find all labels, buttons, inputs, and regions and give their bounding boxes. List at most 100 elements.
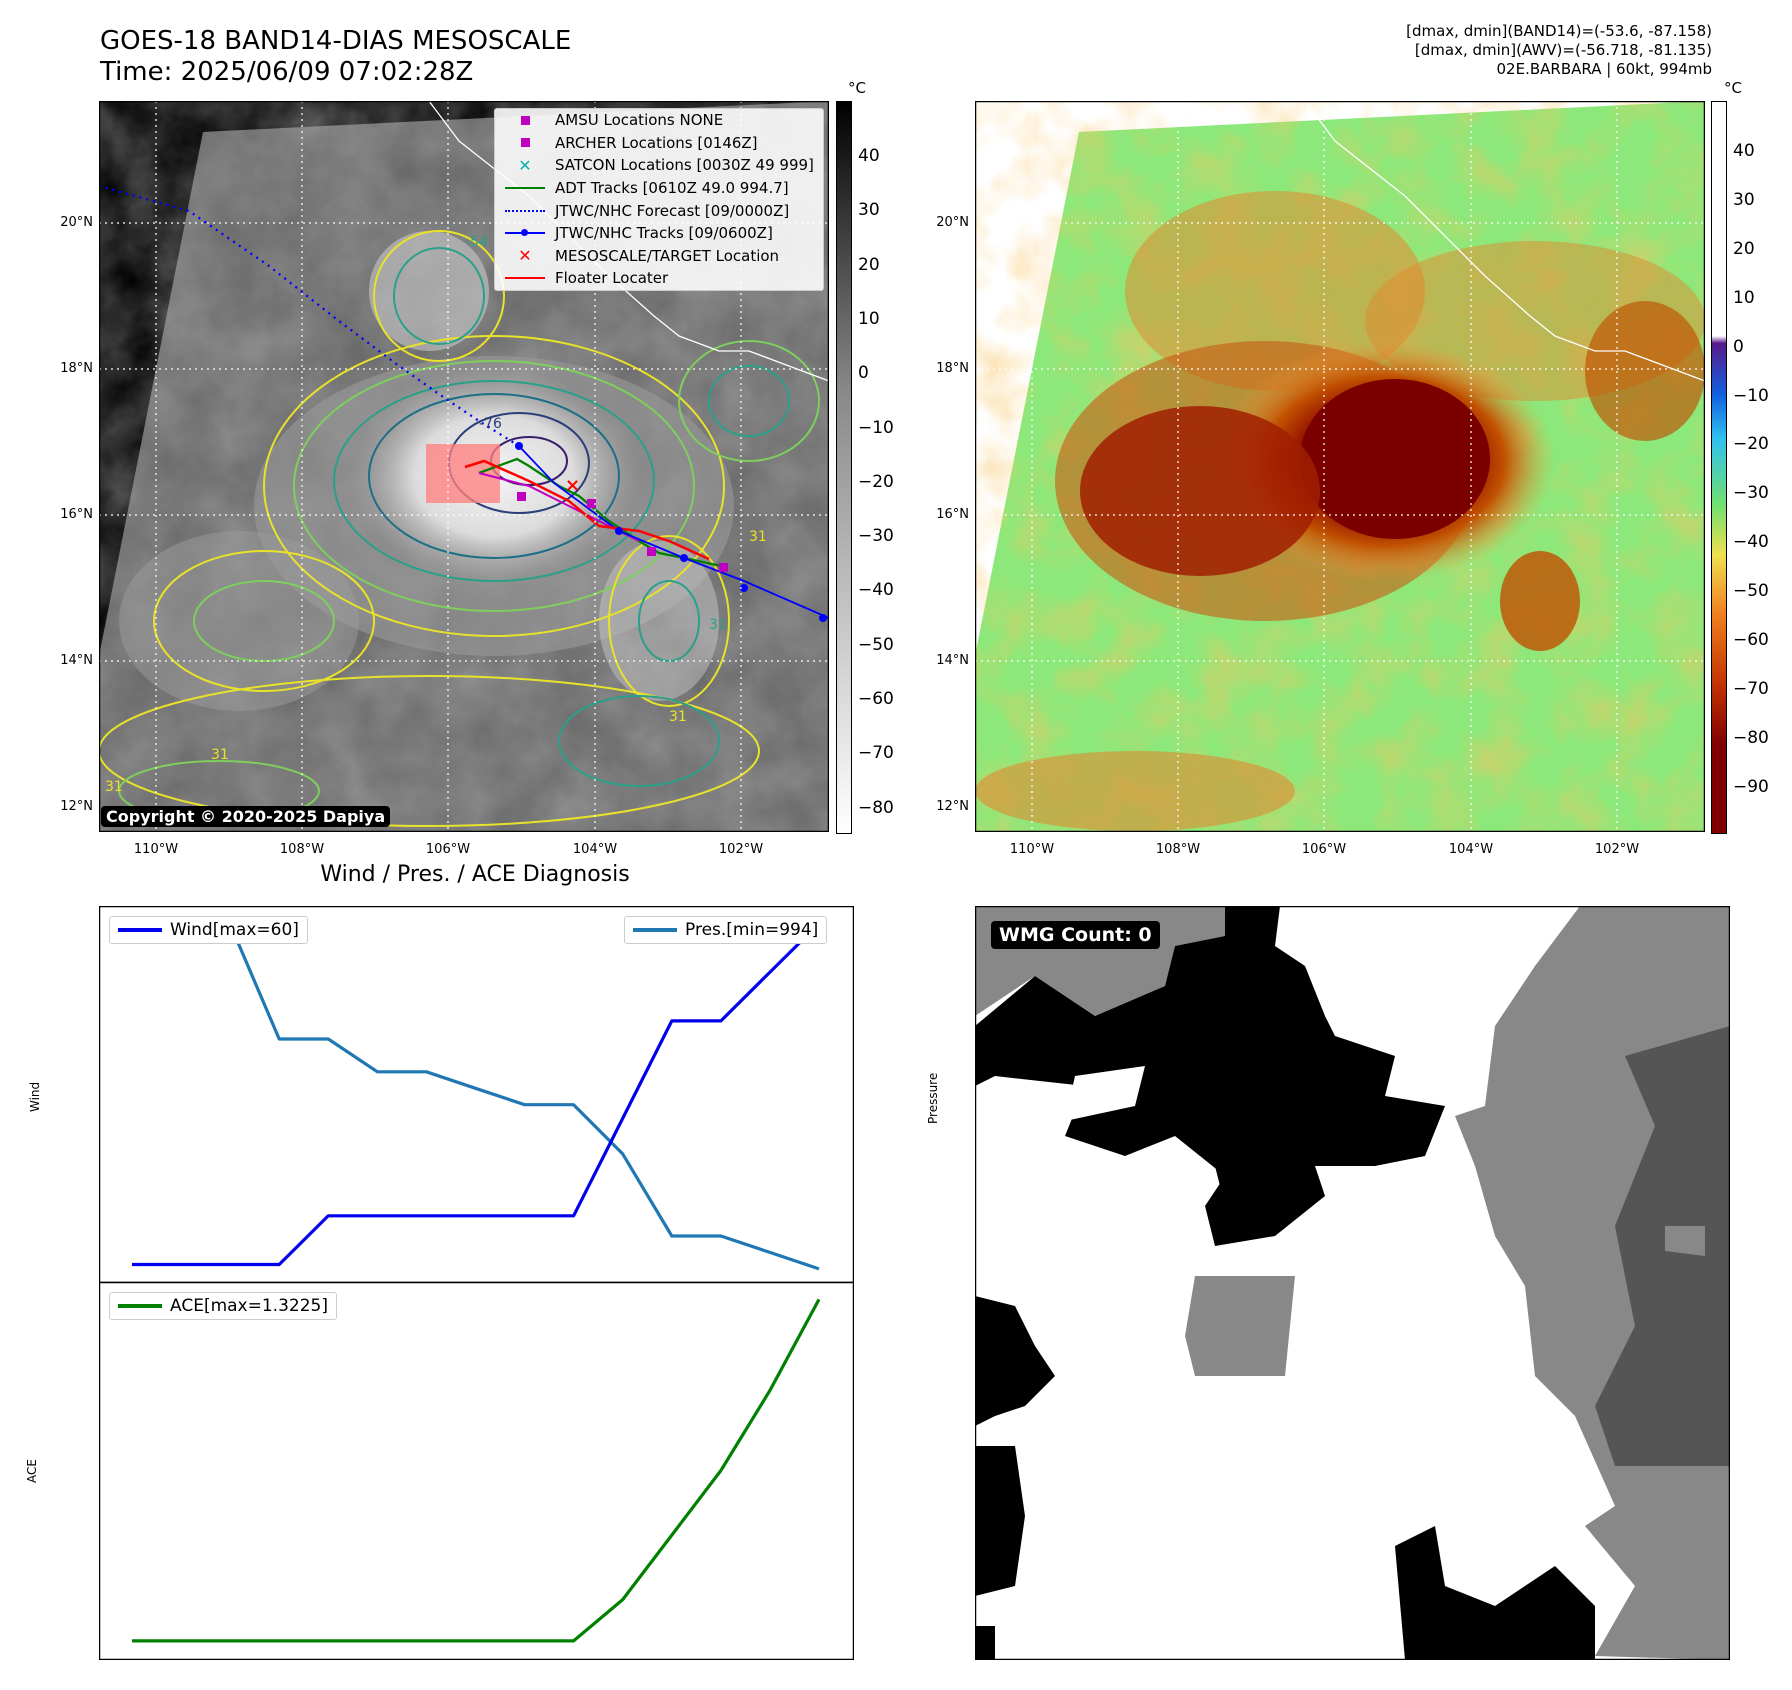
diagnosis-chart: 2530354045505560 9951000100510101015 0.0… (99, 906, 854, 1660)
colorbar-tick-label: 40 (858, 146, 880, 166)
colorbar-tick-label: 30 (1733, 189, 1755, 210)
diagnosis-title: Wind / Pres. / ACE Diagnosis (320, 862, 630, 887)
legend-item-floater: Floater Locater (495, 267, 823, 290)
colorbar-tick-label: −70 (1733, 678, 1769, 699)
pressure-axis-label: Pressure (926, 1072, 940, 1124)
pressure-line-icon (633, 928, 677, 932)
ace-series-line (132, 1298, 821, 1643)
info-line-band14: [dmax, dmin](BAND14)=(-53.6, -87.158) (1406, 22, 1712, 40)
svg-text:×: × (565, 475, 580, 496)
line-marker-icon (501, 268, 549, 288)
chart-title-line1: GOES-18 BAND14-DIAS MESOSCALE (100, 26, 572, 56)
square-marker-icon (501, 133, 549, 153)
latitude-label: 16°N (60, 507, 93, 522)
colorbar-tick-label: −30 (1733, 483, 1769, 504)
legend-label: Floater Locater (555, 269, 669, 288)
colorbar-tick-label: 30 (858, 200, 880, 221)
pressure-series-line (132, 922, 820, 1271)
contour-label: 31 (749, 529, 767, 545)
colorbar-tick-label: −20 (858, 471, 894, 492)
colorbar-tick-label: 20 (858, 254, 880, 275)
ir-colorbar (836, 101, 852, 834)
info-line-storm: 02E.BARBARA | 60kt, 994mb (1496, 60, 1712, 78)
latitude-label: 12°N (936, 799, 969, 814)
longitude-label: 110°W (1009, 842, 1055, 857)
colorbar-tick-label: −10 (858, 417, 894, 438)
ace-axis-label: ACE (25, 1459, 39, 1483)
latitude-label: 14°N (936, 653, 969, 668)
line-marker-icon (501, 178, 549, 198)
colorbar-tick-label: −30 (858, 526, 894, 547)
longitude-label: 102°W (718, 842, 764, 857)
legend-item-forecast: JTWC/NHC Forecast [09/0000Z] (495, 199, 823, 222)
legend-label: JTWC/NHC Tracks [09/0600Z] (555, 224, 773, 243)
info-block: [dmax, dmin](BAND14)=(-53.6, -87.158) [d… (1112, 22, 1712, 79)
colorbar-tick-label: −90 (1733, 776, 1769, 797)
longitude-label: 106°W (425, 842, 471, 857)
wind-series-line (132, 922, 821, 1267)
wind-legend-label: Wind[max=60] (170, 920, 299, 940)
legend-item-adt: ADT Tracks [0610Z 49.0 994.7] (495, 177, 823, 200)
awv-colorbar-unit: °C (1724, 79, 1742, 97)
legend-label: JTWC/NHC Forecast [09/0000Z] (555, 201, 790, 220)
colorbar-tick-label: 10 (858, 308, 880, 329)
legend-label: SATCON Locations [0030Z 49 999] (555, 156, 814, 175)
legend-item-archer: ARCHER Locations [0146Z] (495, 132, 823, 155)
info-line-awv: [dmax, dmin](AWV)=(-56.718, -81.135) (1414, 41, 1712, 59)
wind-legend: Wind[max=60] (109, 916, 308, 944)
colorbar-tick-label: 0 (1733, 336, 1744, 357)
colorbar-tick-label: −40 (858, 580, 894, 601)
colorbar-tick-label: −60 (858, 689, 894, 709)
longitude-label: 104°W (1448, 842, 1494, 857)
ir-colorbar-unit: °C (848, 79, 866, 97)
colorbar-tick-label: 40 (1733, 141, 1755, 161)
longitude-label: 102°W (1594, 842, 1640, 857)
contour-label: -54 (465, 234, 488, 250)
wmg-count-label: WMG Count: 0 (991, 921, 1160, 949)
latitude-label: 18°N (60, 361, 93, 376)
ir-map-legend: AMSU Locations NONE ARCHER Locations [01… (494, 108, 824, 291)
contour-label: 31 (105, 779, 123, 795)
legend-label: MESOSCALE/TARGET Location (555, 246, 780, 265)
colorbar-tick-label: −10 (1733, 385, 1769, 406)
legend-item-amsu: AMSU Locations NONE (495, 109, 823, 132)
pressure-legend: Pres.[min=994] (624, 916, 828, 944)
ace-legend-label: ACE[max=1.3225] (170, 1296, 328, 1316)
copyright-label: Copyright © 2020-2025 Dapiya (101, 806, 391, 827)
longitude-label: 106°W (1301, 842, 1347, 857)
square-marker-icon (501, 110, 549, 130)
legend-label: ADT Tracks [0610Z 49.0 994.7] (555, 179, 789, 198)
colorbar-tick-label: −50 (1733, 581, 1769, 602)
awv-map-panel (975, 101, 1705, 832)
colorbar-tick-label: −80 (1733, 727, 1769, 748)
x-marker-icon: ✕ (518, 155, 532, 175)
colorbar-tick-label: −20 (1733, 434, 1769, 455)
colorbar-tick-label: 20 (1733, 238, 1755, 259)
longitude-label: 110°W (133, 842, 179, 857)
x-marker-icon: ✕ (518, 246, 532, 266)
contour-label: 31 (669, 709, 687, 725)
latitude-label: 14°N (60, 653, 93, 668)
latitude-label: 18°N (936, 361, 969, 376)
wind-axis-label: Wind (28, 1081, 42, 1112)
longitude-label: 108°W (1155, 842, 1201, 857)
latitude-label: 20°N (60, 215, 93, 230)
legend-item-target: ✕ MESOSCALE/TARGET Location (495, 245, 823, 268)
colorbar-tick-label: −70 (858, 743, 894, 764)
diagnosis-series (132, 922, 821, 1643)
contour-label: -76 (479, 416, 502, 432)
latitude-label: 16°N (936, 507, 969, 522)
colorbar-tick-label: 0 (858, 363, 869, 384)
line-dot-marker-icon (501, 223, 549, 243)
legend-item-satcon: ✕ SATCON Locations [0030Z 49 999] (495, 154, 823, 177)
colorbar-tick-label: −60 (1733, 630, 1769, 650)
awv-colorbar (1711, 101, 1727, 834)
dotted-line-marker-icon (501, 201, 549, 221)
pressure-legend-label: Pres.[min=994] (685, 920, 819, 940)
legend-item-tracks: JTWC/NHC Tracks [09/0600Z] (495, 222, 823, 245)
legend-label: AMSU Locations NONE (555, 111, 724, 130)
longitude-label: 108°W (279, 842, 325, 857)
contour-label: 31 (709, 617, 727, 633)
chart-title-line2: Time: 2025/06/09 07:02:28Z (100, 57, 474, 87)
colorbar-tick-label: −40 (1733, 532, 1769, 553)
